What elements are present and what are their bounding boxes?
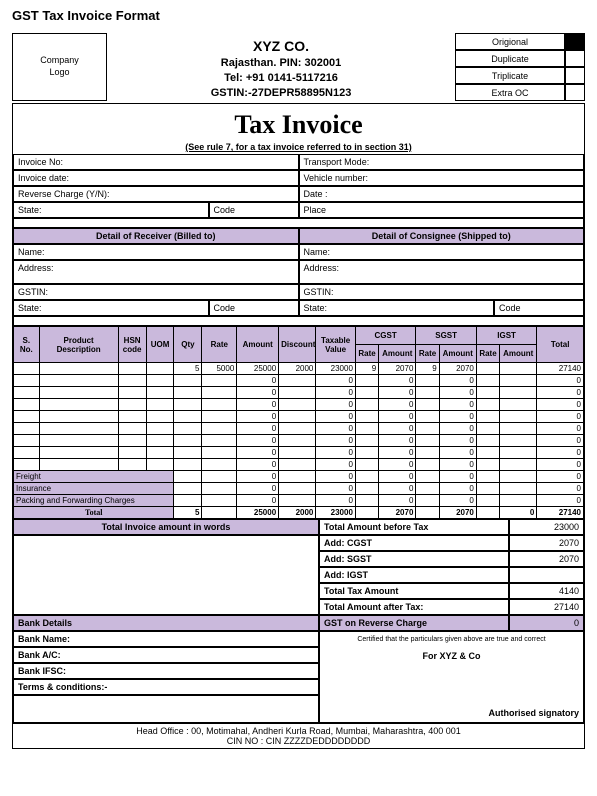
- bank-row: Bank A/C:: [13, 647, 319, 663]
- receiver-address: Address:: [13, 260, 299, 284]
- bank-row: Terms & conditions:-: [13, 679, 319, 695]
- footer: Head Office : 00, Motimahal, Andheri Kur…: [13, 723, 584, 748]
- charge-row: Insurance00000: [14, 483, 584, 495]
- item-row: 00000: [14, 411, 584, 423]
- copy-label: Duplicate: [455, 50, 565, 67]
- invoice-body: Tax Invoice (See rule 7, for a tax invoi…: [12, 103, 585, 749]
- summary-row: Total Amount after Tax:27140: [319, 599, 584, 615]
- items-table: S. No. Product Description HSN code UOM …: [13, 326, 584, 519]
- header: Company Logo XYZ CO. Rajasthan. PIN: 302…: [12, 33, 585, 101]
- copy-mark: [565, 50, 585, 67]
- item-row: 00000: [14, 459, 584, 471]
- copy-mark: [565, 84, 585, 101]
- charge-row: Freight00000: [14, 471, 584, 483]
- info-field: Reverse Charge (Y/N):: [13, 186, 299, 202]
- copy-label: Triplicate: [455, 67, 565, 84]
- copy-type-box: OrigionalDuplicateTriplicateExtra OC: [455, 33, 585, 101]
- parties: Detail of Receiver (Billed to) Name: Add…: [13, 228, 584, 316]
- item-row: 00000: [14, 423, 584, 435]
- item-row: 5500025000200023000920709207027140: [14, 363, 584, 375]
- charge-row: Packing and Forwarding Charges00000: [14, 495, 584, 507]
- page-title: GST Tax Invoice Format: [12, 8, 585, 23]
- item-row: 00000: [14, 399, 584, 411]
- title-bar: Tax Invoice (See rule 7, for a tax invoi…: [13, 104, 584, 154]
- company-logo: Company Logo: [12, 33, 107, 101]
- invoice-info: Invoice No:Invoice date:Reverse Charge (…: [13, 154, 584, 202]
- summary-row: Add: SGST2070: [319, 551, 584, 567]
- receiver-name: Name:: [13, 244, 299, 260]
- code-label: Code: [209, 202, 299, 218]
- summary-row: Add: CGST2070: [319, 535, 584, 551]
- gst-reverse-row: GST on Reverse Charge0: [319, 615, 584, 631]
- summary-area: Total Invoice amount in words Bank Detai…: [13, 519, 584, 631]
- copy-mark: [565, 67, 585, 84]
- consignee-address: Address:: [299, 260, 585, 284]
- copy-label: Origional: [455, 33, 565, 50]
- place-label: Place: [299, 202, 585, 218]
- item-row: 00000: [14, 435, 584, 447]
- bank-row: Bank IFSC:: [13, 663, 319, 679]
- copy-label: Extra OC: [455, 84, 565, 101]
- amount-words-label: Total Invoice amount in words: [13, 519, 319, 535]
- item-row: 00000: [14, 447, 584, 459]
- item-row: 00000: [14, 387, 584, 399]
- consignee-name: Name:: [299, 244, 585, 260]
- info-field: Invoice No:: [13, 154, 299, 170]
- summary-row: Total Amount before Tax23000: [319, 519, 584, 535]
- info-field: Date :: [299, 186, 585, 202]
- summary-row: Add: IGST: [319, 567, 584, 583]
- receiver-gstin: GSTIN:: [13, 284, 299, 300]
- info-field: Invoice date:: [13, 170, 299, 186]
- info-field: Vehicle number:: [299, 170, 585, 186]
- company-info: XYZ CO. Rajasthan. PIN: 302001 Tel: +91 …: [107, 33, 455, 101]
- state-label: State:: [13, 202, 209, 218]
- bank-row: Bank Name:: [13, 631, 319, 647]
- receiver-header: Detail of Receiver (Billed to): [13, 228, 299, 244]
- consignee-gstin: GSTIN:: [299, 284, 585, 300]
- bank-details-header: Bank Details: [13, 615, 319, 631]
- total-row: Total 5 25000 2000 23000 2070 2070 0 271…: [14, 507, 584, 519]
- consignee-header: Detail of Consignee (Shipped to): [299, 228, 585, 244]
- bank-signature-area: Bank Name:Bank A/C:Bank IFSC:Terms & con…: [13, 631, 584, 723]
- item-row: 00000: [14, 375, 584, 387]
- signature-box: Certified that the particulars given abo…: [319, 631, 584, 723]
- summary-row: Total Tax Amount4140: [319, 583, 584, 599]
- copy-mark: [565, 33, 585, 50]
- info-field: Transport Mode:: [299, 154, 585, 170]
